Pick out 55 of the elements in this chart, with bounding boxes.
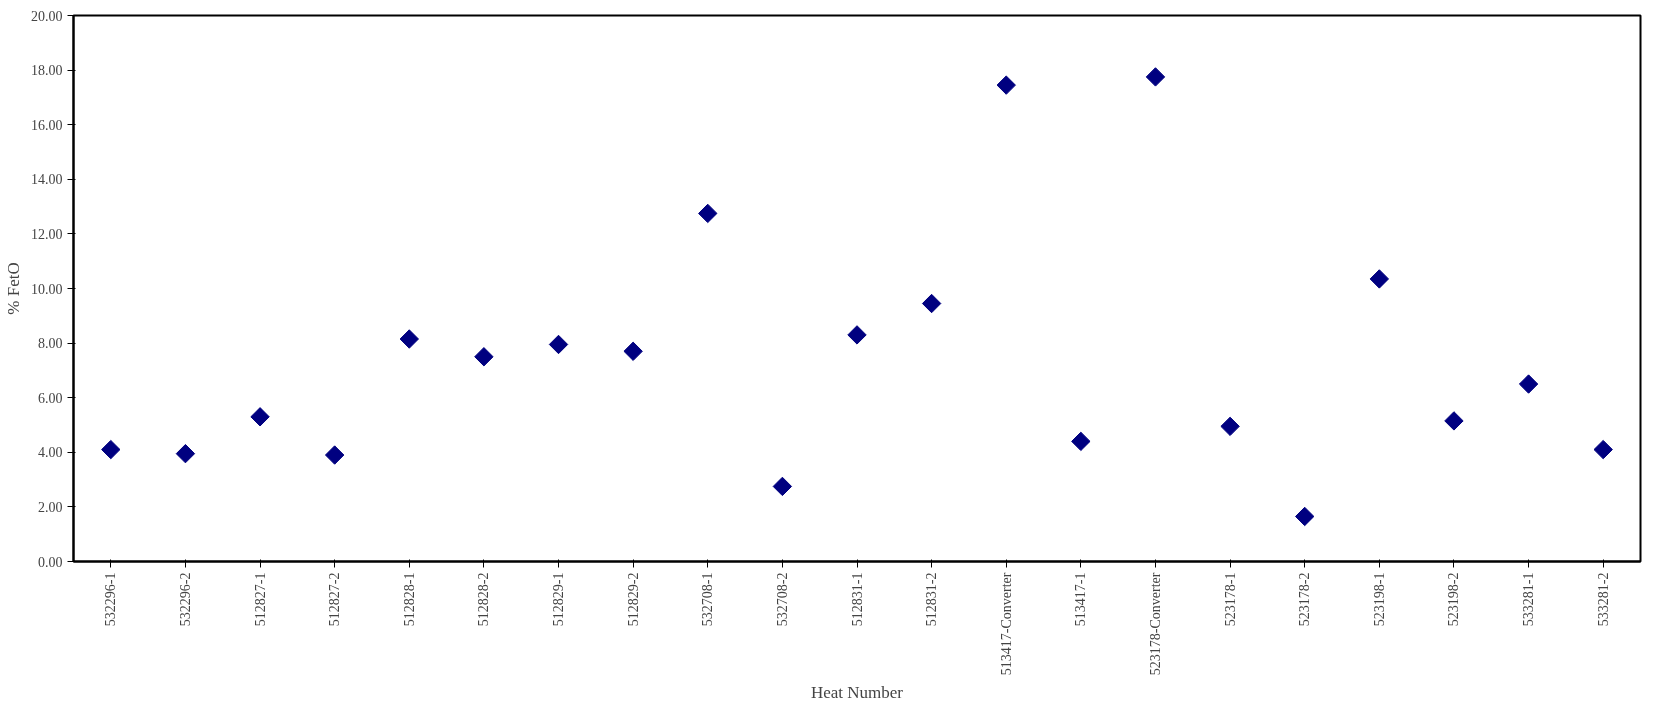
point [250, 407, 270, 427]
point [1518, 374, 1539, 394]
x-tick-label: 512827-1 [252, 572, 268, 627]
y-tick-label: 0.00 [38, 554, 63, 570]
y-tick-label: 14.00 [31, 172, 63, 188]
point [1071, 431, 1091, 452]
point [474, 347, 494, 367]
y-axis-title: % FetO [4, 262, 23, 315]
point [996, 75, 1016, 95]
y-tick-label: 12.00 [31, 226, 63, 242]
point [1444, 411, 1464, 431]
x-tick-label: 532708-1 [700, 572, 716, 627]
x-tick-label: 523178-1 [1222, 572, 1238, 627]
y-tick-label: 16.00 [31, 117, 63, 133]
point [324, 445, 345, 465]
y-tick-label: 8.00 [38, 336, 63, 352]
point [101, 439, 121, 460]
x-tick-label: 523198-2 [1446, 572, 1462, 627]
x-tick-label: 533281-1 [1521, 572, 1537, 627]
x-tick-label: 532296-2 [177, 572, 193, 627]
point [1220, 416, 1240, 437]
y-tick-label: 6.00 [38, 390, 63, 406]
point [1593, 439, 1613, 460]
y-tick-label: 10.00 [31, 281, 63, 297]
x-tick-label: 512831-1 [849, 572, 865, 627]
x-tick-label: 523178-Converter [1147, 572, 1163, 676]
point [399, 329, 419, 349]
x-tick-label: 512827-2 [327, 572, 343, 627]
x-tick-label: 512829-1 [551, 572, 567, 627]
y-tick-label: 2.00 [38, 499, 63, 515]
point [1295, 506, 1315, 527]
point [772, 476, 793, 497]
y-tick-label: 18.00 [31, 63, 63, 79]
point [1369, 269, 1390, 289]
x-tick-label: 512828-1 [401, 572, 417, 627]
x-tick-label: 513417-1 [1073, 572, 1089, 627]
x-tick-label: 513417-Converter [998, 572, 1014, 676]
point [921, 293, 942, 314]
point [698, 203, 718, 224]
y-tick-label: 20.00 [31, 8, 63, 24]
y-tick-label: 4.00 [38, 445, 63, 461]
point [847, 325, 867, 345]
point [548, 334, 569, 355]
x-tick-label: 512828-2 [476, 572, 492, 627]
x-tick-label: 533281-2 [1595, 572, 1611, 627]
x-tick-label: 512829-2 [625, 572, 641, 627]
point [175, 443, 196, 464]
x-tick-label: 512831-2 [924, 572, 940, 627]
x-tick-label: 532296-1 [103, 572, 119, 627]
x-tick-label: 523178-2 [1297, 572, 1313, 627]
x-axis-title: Heat Number [810, 683, 904, 703]
x-tick-label: 523198-1 [1371, 572, 1387, 627]
point [1145, 67, 1166, 87]
x-tick-label: 532708-2 [774, 572, 790, 627]
point [623, 341, 643, 361]
